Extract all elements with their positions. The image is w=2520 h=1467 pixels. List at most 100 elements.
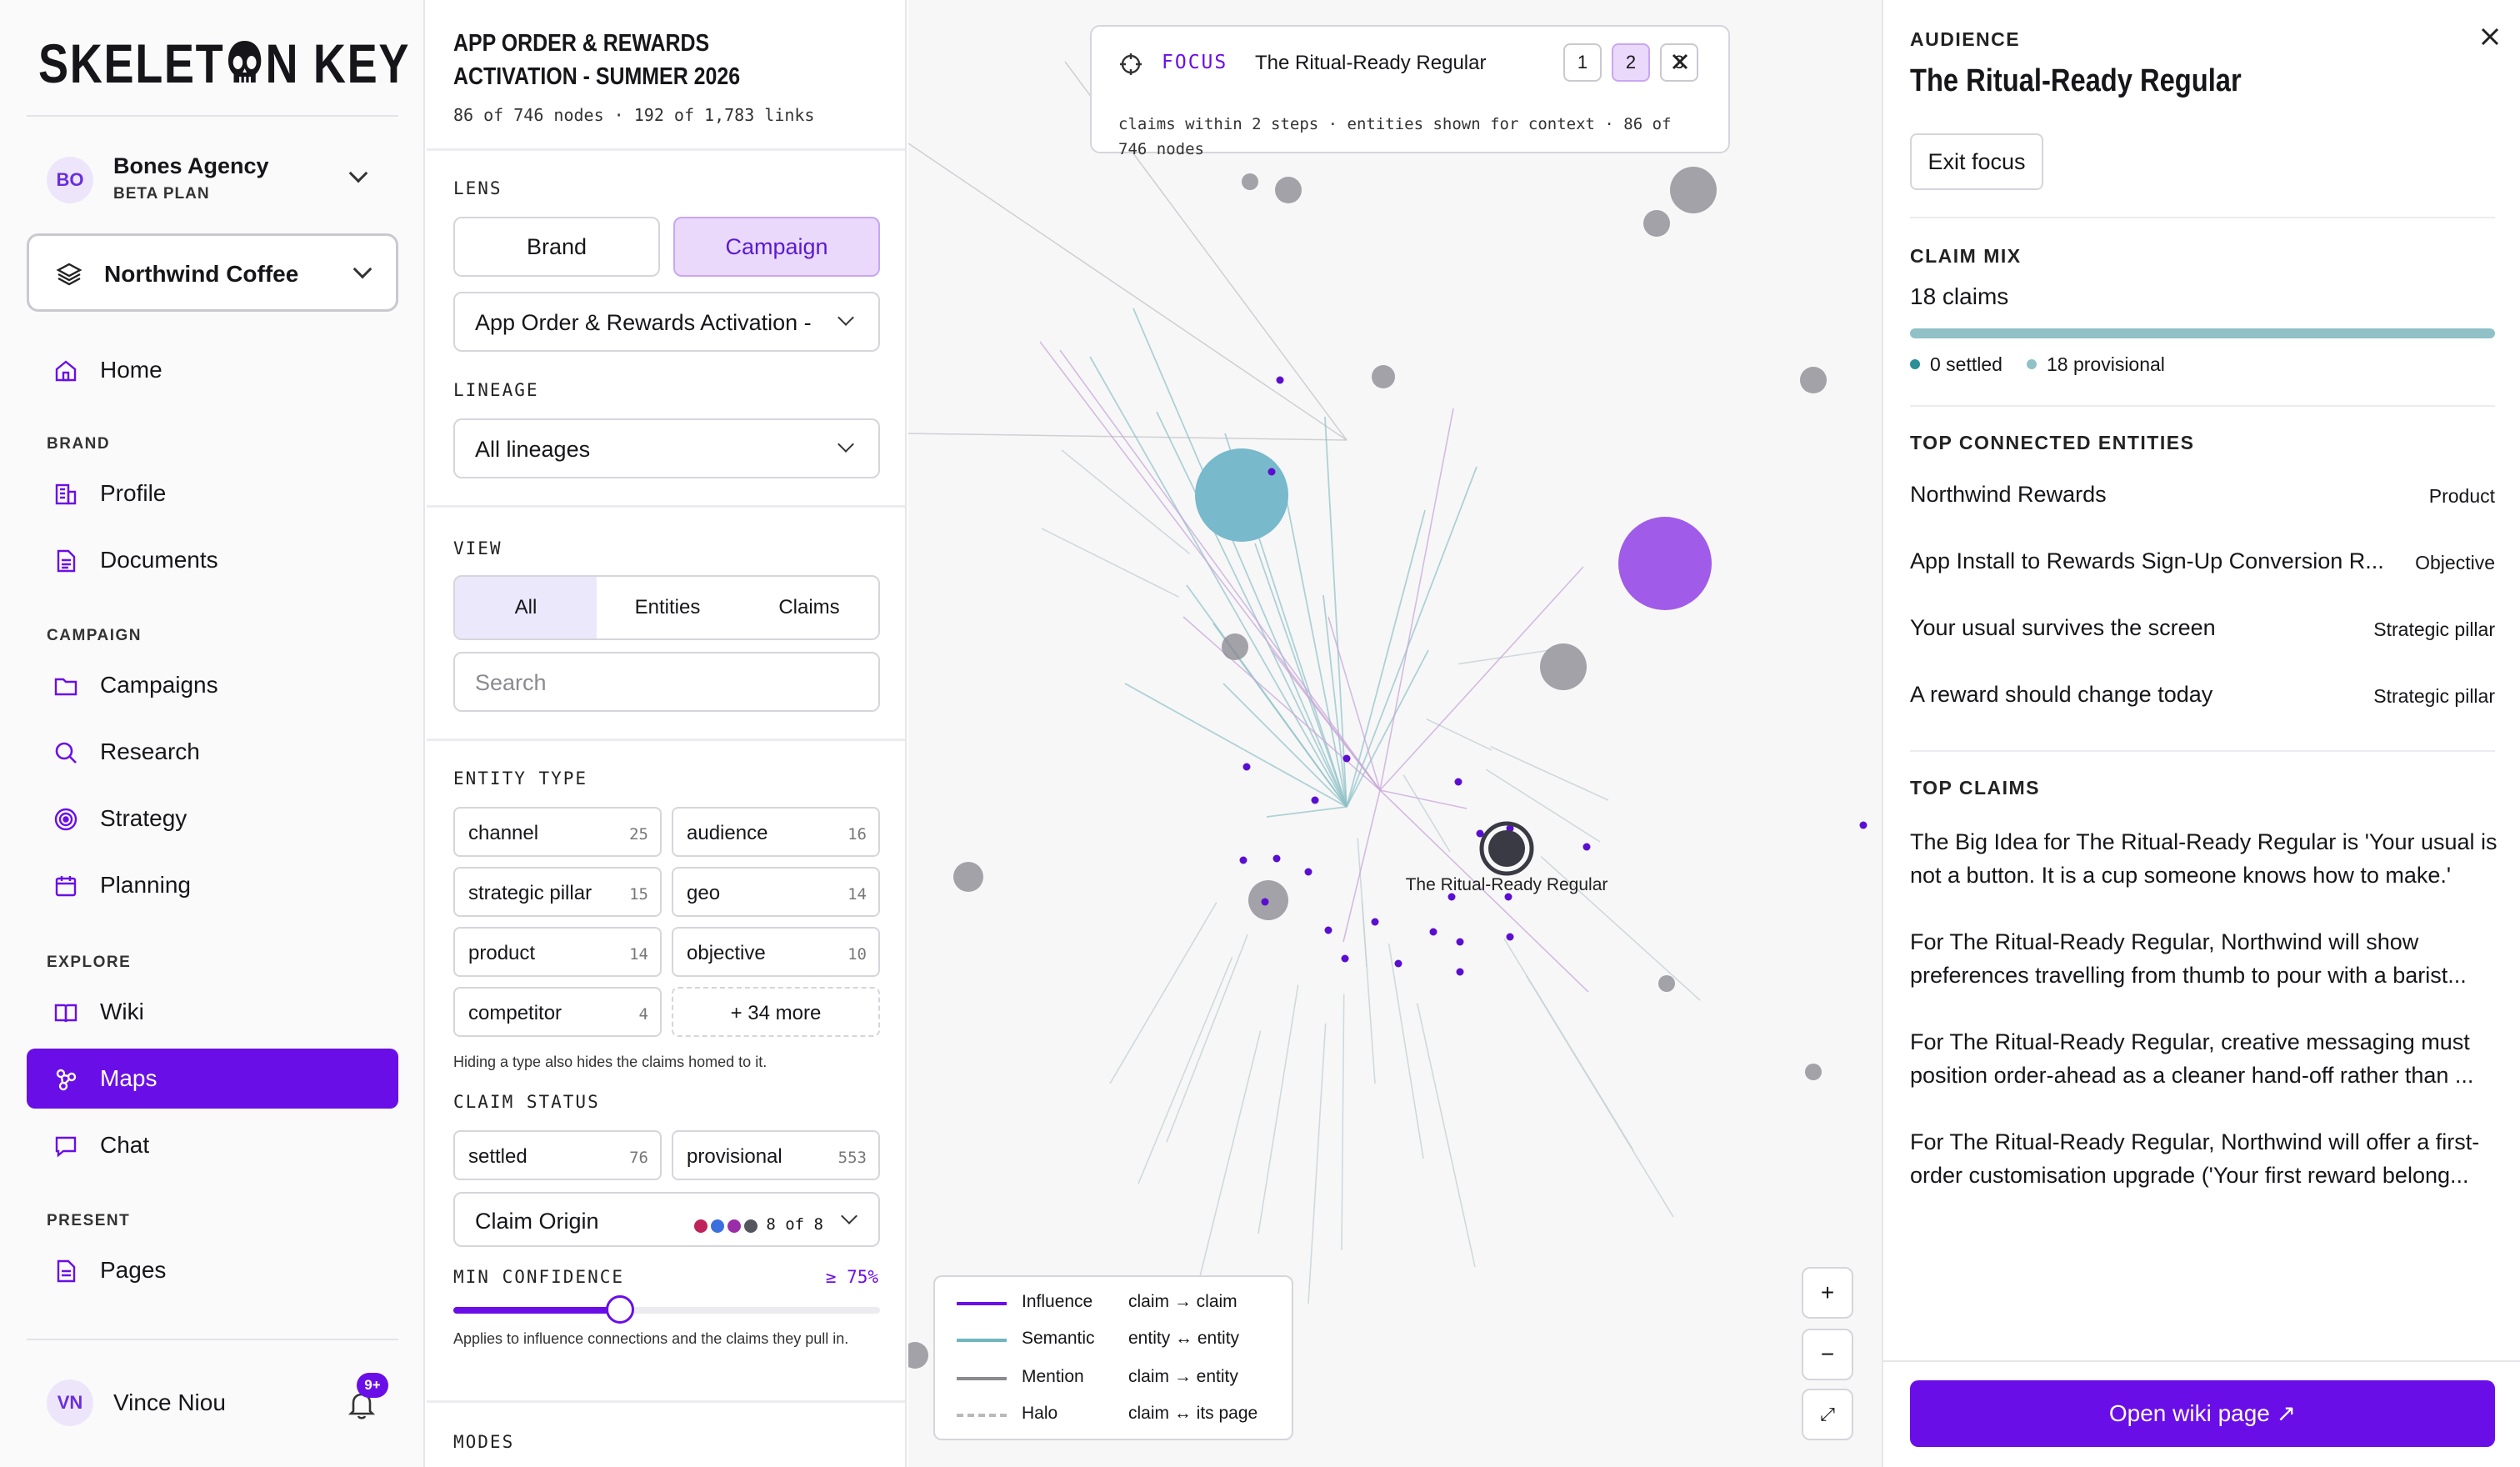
status-provisional-chip[interactable]: provisional 553 <box>672 1130 880 1180</box>
entity-row[interactable]: Your usual survives the screen Strategic … <box>1910 615 2495 640</box>
knowledge-graph[interactable]: The Ritual-Ready Regular <box>908 0 1882 1467</box>
nav-maps[interactable]: Maps <box>27 1049 398 1109</box>
claim-node <box>1342 754 1351 763</box>
fit-view-button[interactable]: ⤢ <box>1802 1389 1853 1440</box>
mention-edge <box>1426 718 1492 751</box>
influence-edge <box>1059 349 1381 791</box>
origin-color-dot <box>728 1219 742 1233</box>
semantic-edge <box>1346 509 1426 808</box>
claim-node <box>1242 763 1251 771</box>
close-icon[interactable] <box>1663 45 1697 78</box>
open-wiki-button[interactable]: Open wiki page ↗ <box>1910 1380 2495 1447</box>
influence-edge <box>1328 616 1381 791</box>
entity-type-chip[interactable]: strategic pillar 15 <box>453 867 662 917</box>
settled-legend: 0 settled <box>1910 353 2002 376</box>
filter-panel: APP ORDER & REWARDS ACTIVATION - SUMMER … <box>427 0 907 1467</box>
graph-count: 86 of 746 nodes · 192 of 1,783 links <box>453 105 815 125</box>
focus-label: FOCUS <box>1162 52 1228 73</box>
close-icon[interactable] <box>2475 22 2505 52</box>
mention-edge <box>1503 939 1634 1151</box>
focus-name: The Ritual-Ready Regular <box>1255 52 1487 74</box>
audience-node <box>1195 448 1288 542</box>
campaign-select[interactable]: App Order & Rewards Activation - <box>453 292 880 352</box>
user-menu[interactable]: VN Vince Niou 9+ <box>47 1373 397 1429</box>
nav-research[interactable]: Research <box>27 722 398 782</box>
entity-type-chip[interactable]: audience 16 <box>672 807 880 857</box>
nav-pages[interactable]: Pages <box>27 1240 398 1300</box>
entity-type-chip[interactable]: geo 14 <box>672 867 880 917</box>
entity-row[interactable]: Northwind Rewards Product <box>1910 482 2495 507</box>
app-logo[interactable]: SKELET N KEY <box>38 33 411 94</box>
semantic-edge <box>1254 543 1348 808</box>
view-claims-tab[interactable]: Claims <box>778 596 840 618</box>
divider <box>427 1400 905 1403</box>
entity-type-chip[interactable]: objective 10 <box>672 927 880 977</box>
entity-type-chip[interactable]: channel 25 <box>453 807 662 857</box>
nav-campaigns[interactable]: Campaigns <box>27 655 398 715</box>
mention-edge <box>1138 957 1233 1184</box>
status-settled-chip[interactable]: settled 76 <box>453 1130 662 1180</box>
context-edge <box>908 433 1348 441</box>
nav-home[interactable]: Home <box>27 340 398 400</box>
claim-node <box>1476 829 1484 838</box>
nav-profile[interactable]: Profile <box>27 463 398 523</box>
mention-edge <box>1189 1030 1262 1318</box>
mention-edge <box>1388 943 1424 1159</box>
agency-switcher[interactable]: BO Bones Agency BETA PLAN <box>47 150 397 208</box>
calendar-icon <box>55 876 77 897</box>
claim-item[interactable]: For The Ritual-Ready Regular, creative m… <box>1910 1029 2474 1088</box>
entity-row[interactable]: App Install to Rewards Sign-Up Conversio… <box>1910 548 2495 573</box>
claim-item[interactable]: For The Ritual-Ready Regular, Northwind … <box>1910 1129 2480 1188</box>
influence-edge <box>1271 649 1381 791</box>
claim-node <box>1582 843 1591 851</box>
lineage-select[interactable]: All lineages <box>453 418 880 478</box>
nav-chat[interactable]: Chat <box>27 1115 398 1175</box>
entity-node <box>908 1342 928 1369</box>
confidence-slider-handle[interactable] <box>606 1295 634 1324</box>
entity-type-chip[interactable]: competitor 4 <box>453 987 662 1037</box>
semantic-edge <box>1186 584 1348 808</box>
view-entities-tab[interactable]: Entities <box>634 596 701 618</box>
entity-node <box>1222 633 1248 660</box>
chevron-down-icon <box>841 1208 858 1224</box>
focus-description: claims within 2 steps · entities shown f… <box>1118 115 1672 158</box>
view-toggle: All Entities Claims <box>453 575 880 640</box>
view-all-tab[interactable]: All <box>455 577 597 638</box>
client-switcher[interactable]: Northwind Coffee <box>27 233 398 312</box>
origin-color-dots: 8 of 8 <box>691 1215 823 1234</box>
nav-strategy[interactable]: Strategy <box>27 789 398 849</box>
zoom-out-button[interactable]: − <box>1802 1329 1853 1380</box>
type-hint: Hiding a type also hides the claims home… <box>453 1054 768 1070</box>
entity-node <box>1800 367 1827 393</box>
notification-badge: 9+ <box>357 1373 388 1398</box>
entity-node <box>1372 365 1395 388</box>
lens-brand-button[interactable]: Brand <box>453 217 660 277</box>
exit-focus-button[interactable]: Exit focus <box>1910 133 2043 190</box>
entity-row[interactable]: A reward should change today Strategic pi… <box>1910 682 2495 707</box>
lineage-label: LINEAGE <box>453 380 539 400</box>
claim-node <box>1429 928 1438 936</box>
chevron-down-icon <box>348 163 368 183</box>
claim-item[interactable]: For The Ritual-Ready Regular, Northwind … <box>1910 929 2467 988</box>
focus-step-1[interactable]: 1 <box>1563 43 1602 82</box>
entity-type-chip[interactable]: product 14 <box>453 927 662 977</box>
more-types-button[interactable]: + 34 more <box>672 987 880 1037</box>
view-label: VIEW <box>453 538 502 558</box>
claim-origin-select[interactable]: Claim Origin 8 of 8 <box>453 1192 880 1247</box>
focus-node <box>1488 830 1525 867</box>
claim-mix-bar <box>1910 328 2495 338</box>
influence-edge <box>1379 408 1454 791</box>
nav-documents[interactable]: Documents <box>27 530 398 590</box>
semantic-edge <box>1089 356 1348 808</box>
focus-step-2[interactable]: 2 <box>1612 43 1650 82</box>
focus-bar: FOCUS The Ritual-Ready Regular 1 2 3 cla… <box>1090 25 1730 158</box>
nav-wiki[interactable]: Wiki <box>27 982 398 1042</box>
claim-item[interactable]: The Big Idea for The Ritual-Ready Regula… <box>1910 829 2498 888</box>
edge-legend: Influence claim → claim Semantic entity ↔ … <box>933 1275 1293 1440</box>
lens-campaign-button[interactable]: Campaign <box>673 217 880 277</box>
search-input[interactable]: Search <box>453 652 880 712</box>
nav-planning[interactable]: Planning <box>27 855 398 915</box>
confidence-slider-track[interactable] <box>453 1307 880 1314</box>
graph-canvas[interactable]: The Ritual-Ready Regular FOCUS The Ritua… <box>908 0 1882 1467</box>
zoom-in-button[interactable]: + <box>1802 1267 1853 1319</box>
